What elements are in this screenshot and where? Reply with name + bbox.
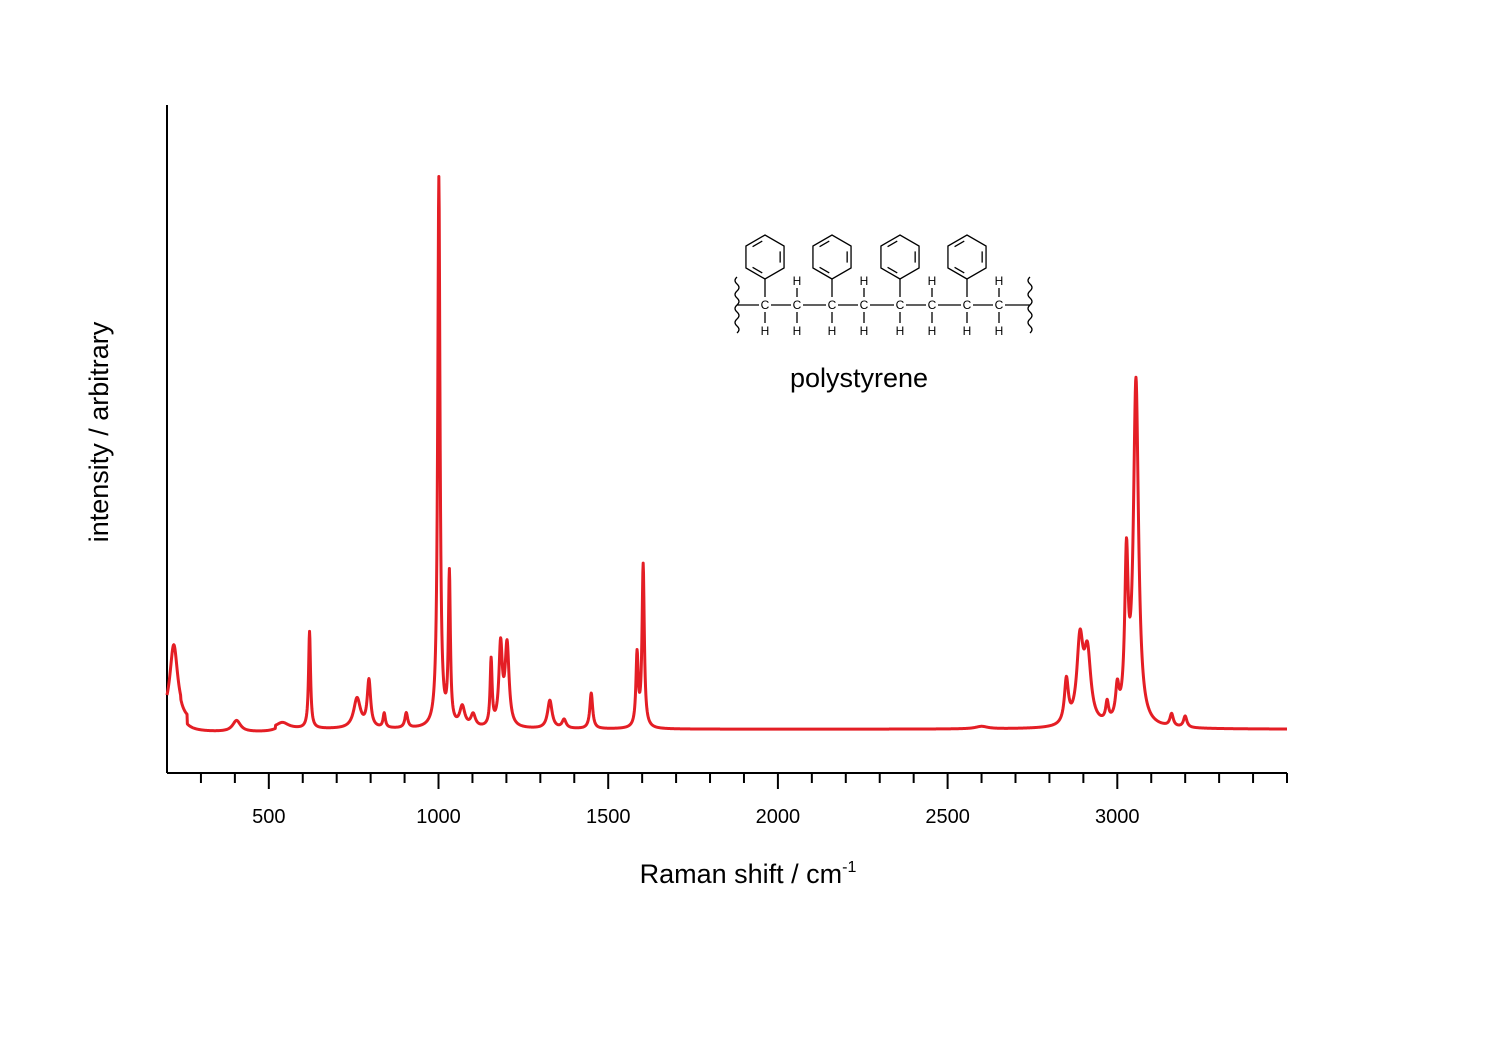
carbon-atom: C: [963, 298, 972, 312]
carbon-atom: C: [860, 298, 869, 312]
hydrogen-atom: H: [860, 274, 869, 288]
carbon-atom: C: [793, 298, 802, 312]
hydrogen-atom: H: [793, 324, 802, 338]
hydrogen-atom: H: [761, 324, 770, 338]
hydrogen-atom: H: [928, 274, 937, 288]
x-axis-title-superscript: -1: [842, 859, 856, 876]
y-axis-title: intensity / arbitrary: [84, 321, 114, 542]
aromatic-double-bond: [887, 266, 898, 274]
hydrogen-atom: H: [860, 324, 869, 338]
carbon-atom: C: [928, 298, 937, 312]
hydrogen-atom: H: [963, 324, 972, 338]
axes: 500 1000 1500 2000 2500 3000: [166, 105, 1288, 828]
x-tick-label: 3000: [1095, 806, 1140, 828]
x-axis-title: Raman shift / cm-1: [640, 859, 857, 889]
hydrogen-atom: H: [995, 274, 1004, 288]
phenyl-ring: [745, 234, 785, 280]
aromatic-double-bond: [752, 266, 763, 274]
aromatic-double-bond: [954, 240, 965, 248]
hydrogen-atom: H: [793, 274, 802, 288]
hydrogen-atom: H: [928, 324, 937, 338]
hydrogen-atom: H: [896, 324, 905, 338]
aromatic-double-bond: [954, 266, 965, 274]
phenyl-ring: [947, 234, 987, 280]
aromatic-double-bond: [819, 240, 830, 248]
carbon-atom: C: [828, 298, 837, 312]
carbon-atom: C: [761, 298, 770, 312]
polystyrene-label: polystyrene: [790, 363, 928, 393]
spectrum-series-line: [165, 174, 1289, 733]
x-tick-label: 2000: [756, 806, 801, 828]
aromatic-double-bond: [887, 240, 898, 248]
x-axis-tick-labels: 500 1000 1500 2000 2500 3000: [252, 806, 1139, 828]
hydrogen-atom: H: [828, 324, 837, 338]
hydrogen-atom: H: [995, 324, 1004, 338]
phenyl-ring: [812, 234, 852, 280]
x-axis-title-text: Raman shift / cm: [640, 859, 843, 889]
x-tick-label: 2500: [925, 806, 970, 828]
carbon-atom: C: [995, 298, 1004, 312]
x-tick-label: 500: [252, 806, 285, 828]
phenyl-ring: [880, 234, 920, 280]
aromatic-double-bond: [819, 266, 830, 274]
carbon-atom: C: [896, 298, 905, 312]
aromatic-double-bond: [752, 240, 763, 248]
x-axis-ticks: [199, 773, 1288, 789]
x-tick-label: 1000: [416, 806, 461, 828]
x-tick-label: 1500: [586, 806, 631, 828]
